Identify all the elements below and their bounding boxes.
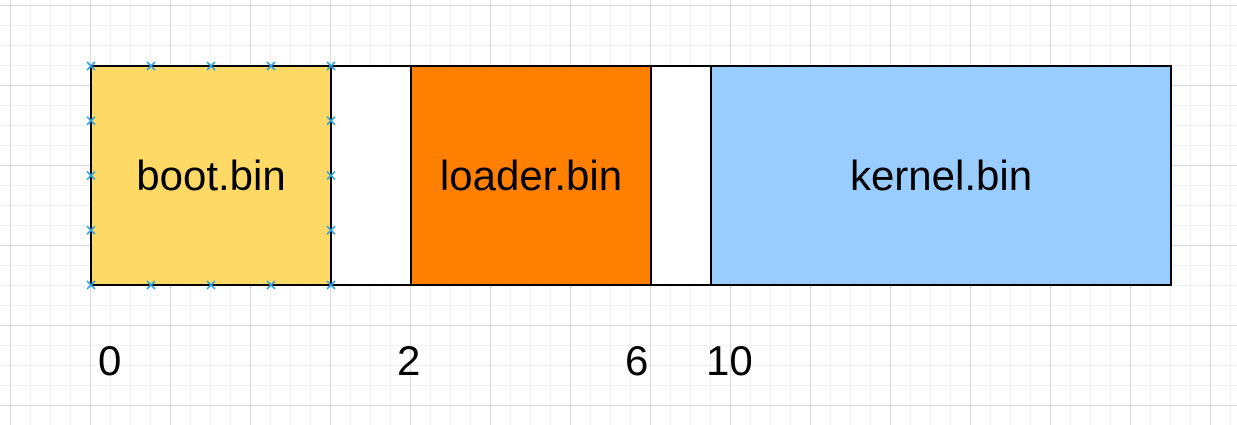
offset-label-2: 2 [397,337,421,384]
offset-label-6: 6 [625,337,649,384]
segment-loader-bin[interactable]: loader.bin [410,65,652,286]
segment-boot-bin[interactable]: boot.bin [90,65,332,286]
segment-gap-2[interactable] [650,65,712,286]
segment-gap-1[interactable] [330,65,412,286]
offset-label-10: 10 [706,337,753,384]
segment-kernel-bin[interactable]: kernel.bin [710,65,1172,286]
segment-label-kernel: kernel.bin [849,151,1033,199]
segment-label-boot: boot.bin [136,151,286,199]
offset-label-0: 0 [98,337,122,384]
segment-label-loader: loader.bin [439,151,623,199]
